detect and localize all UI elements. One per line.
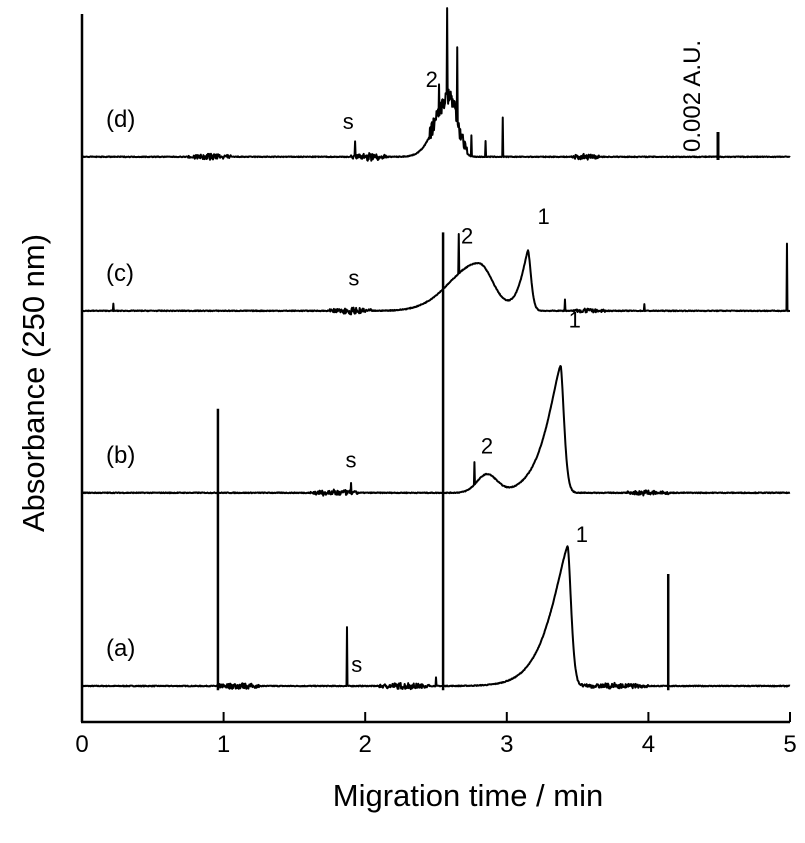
scale-bar: 0.002 A.U. — [679, 40, 720, 160]
peak-annotation: 2 — [426, 67, 438, 92]
x-axis-title: Migration time / min — [333, 778, 603, 813]
x-tick-label: 4 — [642, 731, 655, 758]
trace-label: (a) — [106, 635, 135, 662]
y-axis-title: Absorbance (250 nm) — [16, 234, 51, 532]
peak-annotations: (a) s 1 (b) s 2 1 (c) s 2 1 (d) s 2 — [106, 67, 588, 677]
x-tick-label: 0 — [75, 731, 88, 758]
peak-annotation: s — [343, 109, 354, 134]
trace-label: (b) — [106, 442, 135, 469]
standalone-spikes — [216, 232, 670, 691]
trace-d — [81, 7, 791, 162]
trace-c — [81, 233, 791, 316]
peak-annotation: s — [348, 266, 359, 291]
peak-annotation: s — [351, 652, 362, 677]
plot-area: 0 1 2 3 4 5 (a) s 1 (b) s 2 1 (c) s 2 1 (d) s 2 0.002 A.U. — [75, 7, 797, 758]
peak-annotation: 1 — [569, 308, 581, 333]
trace-label: (d) — [106, 106, 135, 133]
scale-bar-label: 0.002 A.U. — [679, 40, 706, 152]
x-axis-ticks: 0 1 2 3 4 5 — [75, 712, 797, 758]
electropherogram-traces — [81, 7, 791, 691]
x-tick-label: 5 — [783, 731, 796, 758]
trace-a — [81, 545, 791, 691]
peak-annotation: 1 — [537, 204, 549, 229]
peak-annotation: 2 — [481, 434, 493, 459]
x-tick-label: 3 — [500, 731, 513, 758]
peak-annotation: 1 — [576, 522, 588, 547]
x-tick-label: 2 — [359, 731, 372, 758]
peak-annotation: s — [346, 448, 357, 473]
trace-label: (c) — [106, 260, 134, 287]
trace-b — [81, 365, 791, 497]
peak-annotation: 2 — [461, 224, 473, 249]
x-tick-label: 1 — [217, 731, 230, 758]
